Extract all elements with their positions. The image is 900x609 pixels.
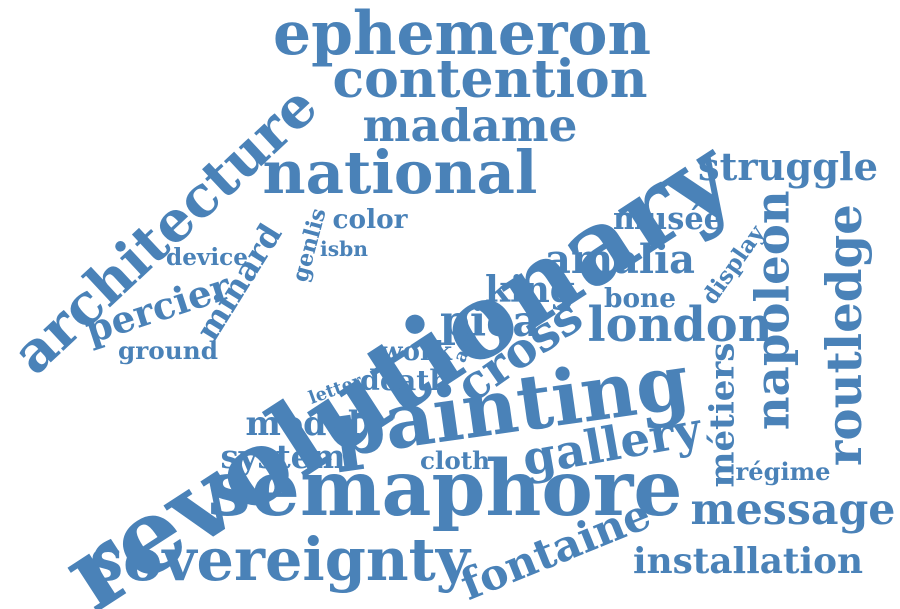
word-sovereignty: sovereignty (90, 524, 470, 594)
word-pica: pica (440, 296, 540, 347)
word-semaphore: semaphore (207, 444, 683, 535)
word-national: national (262, 137, 538, 208)
word-amalia: amalia (545, 237, 695, 284)
word-madame: madame (362, 98, 578, 153)
word-contention: contention (332, 49, 648, 111)
word-system: system (220, 437, 346, 476)
word-work: work (380, 335, 452, 367)
word-device: device (166, 244, 248, 272)
word-death: death (360, 362, 450, 397)
word-installation: installation (633, 540, 863, 583)
word-model: model (245, 404, 361, 444)
word-bone: bone (604, 282, 676, 314)
word-ephemeron: ephemeron (273, 0, 651, 70)
word-routledge: routledge (816, 204, 873, 466)
word-isbn: isbn (320, 236, 368, 261)
word-message: message (690, 484, 896, 535)
word-ground: ground (118, 335, 218, 365)
word-metiers: métiers (701, 342, 742, 488)
word-struggle: struggle (698, 144, 878, 190)
word-color: color (332, 203, 408, 235)
word-king: king (485, 268, 575, 311)
word-cloth: cloth (420, 445, 490, 475)
word-regime: régime (735, 456, 831, 486)
word-london: london (587, 297, 773, 354)
word-musee: musée (613, 200, 723, 237)
